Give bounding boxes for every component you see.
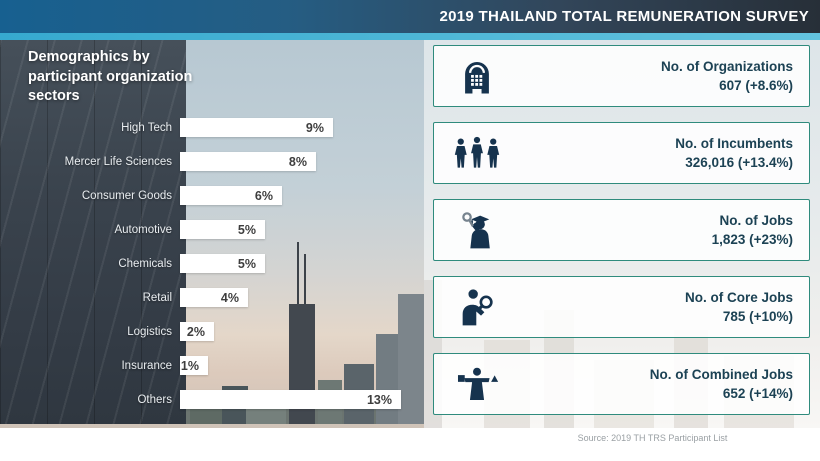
bar-category-label: Insurance bbox=[121, 359, 172, 372]
bar-value-label: 2% bbox=[186, 324, 205, 339]
stat-card: No. of Incumbents 326,016 (+13.4%) bbox=[433, 122, 810, 184]
footer: Source: 2019 TH TRS Participant List bbox=[0, 428, 820, 461]
bar-category-label: Retail bbox=[142, 291, 172, 304]
bar: 1% bbox=[180, 356, 208, 375]
stat-cards: No. of Organizations 607 (+8.6%) No. of … bbox=[433, 45, 810, 428]
bar-row: Automotive 5% bbox=[0, 220, 424, 239]
bar-chart: High Tech 9% Mercer Life Sciences 8% Con… bbox=[0, 118, 424, 424]
bar-value-label: 4% bbox=[220, 290, 239, 305]
bar-category-label: Chemicals bbox=[118, 257, 172, 270]
stat-card: No. of Combined Jobs 652 (+14%) bbox=[433, 353, 810, 415]
header-accent-stripe bbox=[0, 33, 820, 40]
bar-value-label: 5% bbox=[237, 256, 256, 271]
bar-row: Mercer Life Sciences 8% bbox=[0, 152, 424, 171]
stat-card: No. of Core Jobs 785 (+10%) bbox=[433, 276, 810, 338]
stat-title: No. of Core Jobs bbox=[684, 290, 793, 305]
bar-category-label: Logistics bbox=[127, 325, 172, 338]
bar-category-label: Automotive bbox=[114, 223, 172, 236]
tower-antenna-icon bbox=[304, 254, 306, 306]
city-photo-background: Demographics by participant organization… bbox=[0, 40, 820, 428]
bar-row: High Tech 9% bbox=[0, 118, 424, 137]
bar-row: Insurance 1% bbox=[0, 356, 424, 375]
bar: 5% bbox=[180, 220, 265, 239]
bar-category-label: Consumer Goods bbox=[81, 189, 172, 202]
stat-title: No. of Organizations bbox=[660, 59, 793, 74]
bar-value-label: 1% bbox=[180, 358, 199, 373]
stat-value: 326,016 (+13.4%) bbox=[685, 155, 793, 170]
stat-value: 785 (+10%) bbox=[722, 309, 793, 324]
bar-row: Retail 4% bbox=[0, 288, 424, 307]
bar-value-label: 9% bbox=[305, 120, 324, 135]
bar: 4% bbox=[180, 288, 248, 307]
bar-category-label: Mercer Life Sciences bbox=[64, 155, 172, 168]
jobs-icon bbox=[454, 209, 506, 251]
organization-icon bbox=[454, 55, 506, 97]
incumbents-icon bbox=[454, 132, 506, 174]
bar: 6% bbox=[180, 186, 282, 205]
stat-title: No. of Combined Jobs bbox=[649, 367, 793, 382]
bar: 5% bbox=[180, 254, 265, 273]
stat-card: No. of Jobs 1,823 (+23%) bbox=[433, 199, 810, 261]
bar: 8% bbox=[180, 152, 316, 171]
combined-jobs-icon bbox=[454, 363, 506, 405]
bar-category-label: High Tech bbox=[121, 121, 172, 134]
bar-row: Consumer Goods 6% bbox=[0, 186, 424, 205]
foreground-building bbox=[0, 40, 186, 424]
stat-value: 607 (+8.6%) bbox=[719, 78, 793, 93]
stats-panel: No. of Organizations 607 (+8.6%) No. of … bbox=[424, 40, 820, 428]
stat-title: No. of Jobs bbox=[719, 213, 794, 228]
chart-title: Demographics by participant organization… bbox=[28, 49, 193, 105]
bar-row: Others 13% bbox=[0, 390, 424, 409]
stat-value: 1,823 (+23%) bbox=[711, 232, 793, 247]
bar-row: Logistics 2% bbox=[0, 322, 424, 341]
bar-value-label: 6% bbox=[254, 188, 273, 203]
stat-title: No. of Incumbents bbox=[675, 136, 793, 151]
header-bar: 2019 THAILAND TOTAL REMUNERATION SURVEY bbox=[0, 0, 820, 33]
bar-row: Chemicals 5% bbox=[0, 254, 424, 273]
building-silhouette bbox=[398, 294, 424, 424]
source-note: Source: 2019 TH TRS Participant List bbox=[577, 433, 728, 443]
bar-value-label: 8% bbox=[288, 154, 307, 169]
bar-value-label: 5% bbox=[237, 222, 256, 237]
stat-value: 652 (+14%) bbox=[722, 386, 793, 401]
bar-category-label: Others bbox=[137, 393, 172, 406]
bar: 2% bbox=[180, 322, 214, 341]
bar: 9% bbox=[180, 118, 333, 137]
bar-value-label: 13% bbox=[366, 392, 392, 407]
tower-antenna-icon bbox=[297, 242, 299, 306]
core-jobs-icon bbox=[454, 286, 506, 328]
stat-card: No. of Organizations 607 (+8.6%) bbox=[433, 45, 810, 107]
page-title: 2019 THAILAND TOTAL REMUNERATION SURVEY bbox=[439, 8, 809, 25]
bar: 13% bbox=[180, 390, 401, 409]
